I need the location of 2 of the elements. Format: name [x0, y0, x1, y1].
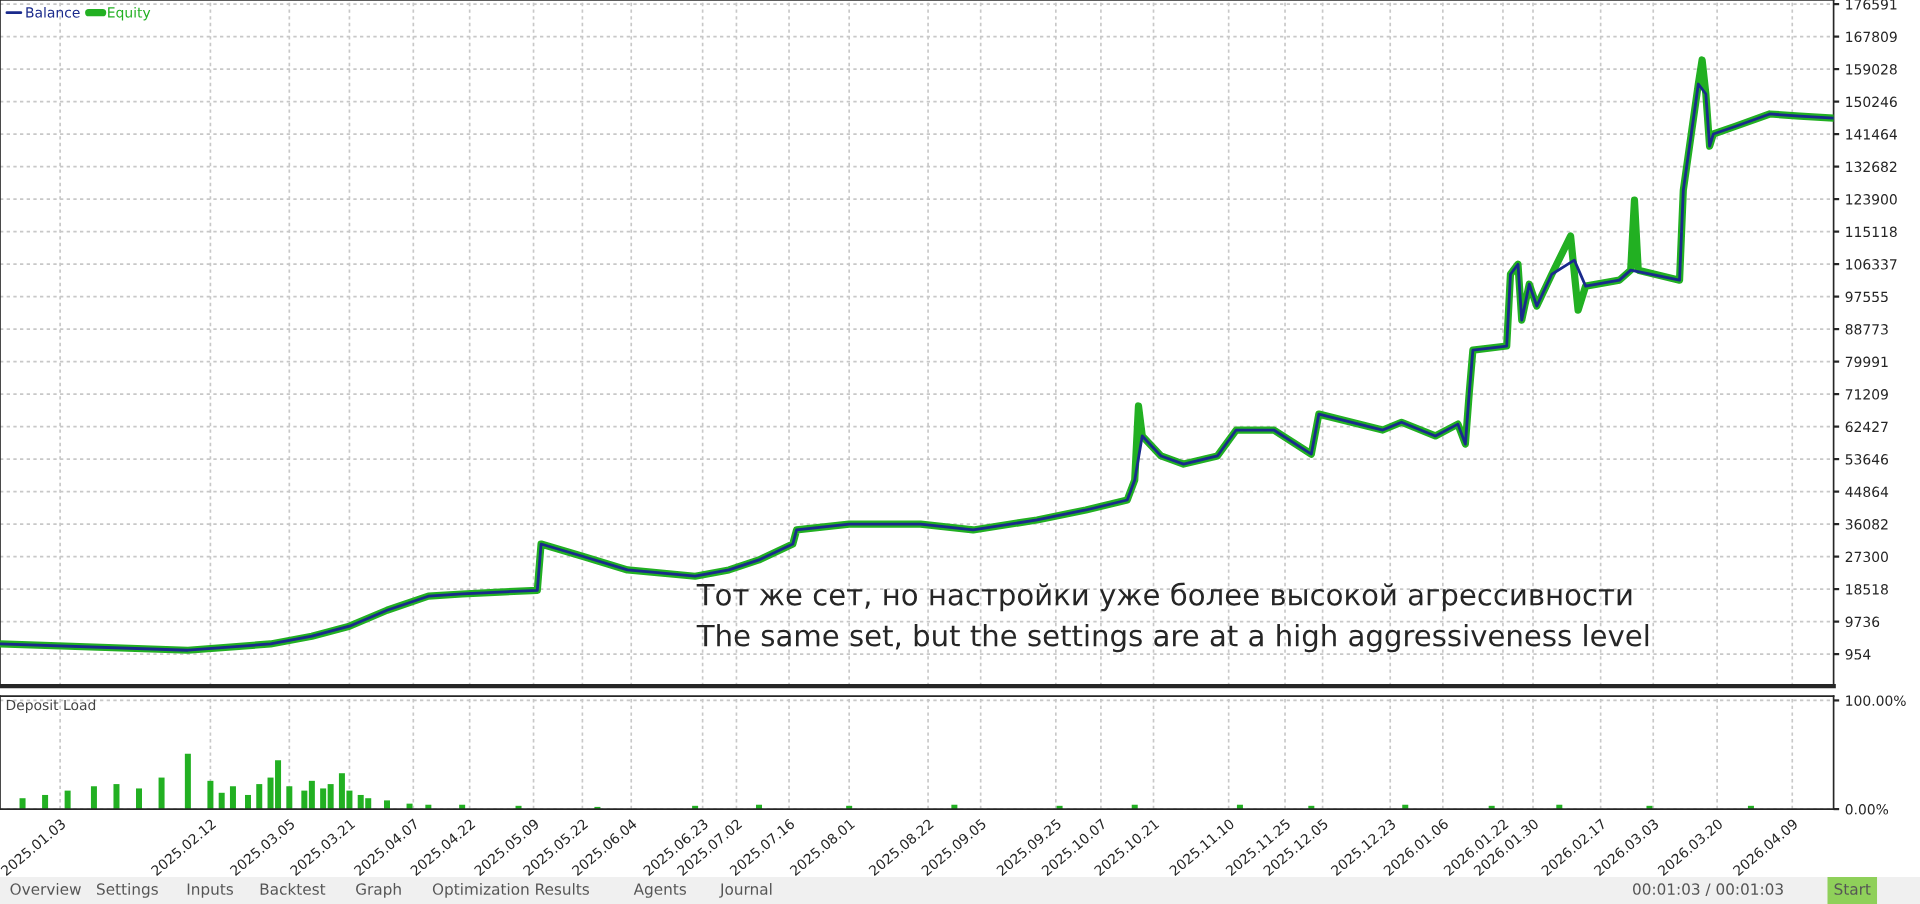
annotation: Тот же сет, но настройки уже более высокой агрессивности — [696, 582, 1632, 612]
annotation: The same set, but the settings are at a high aggressiveness level — [696, 623, 1649, 653]
